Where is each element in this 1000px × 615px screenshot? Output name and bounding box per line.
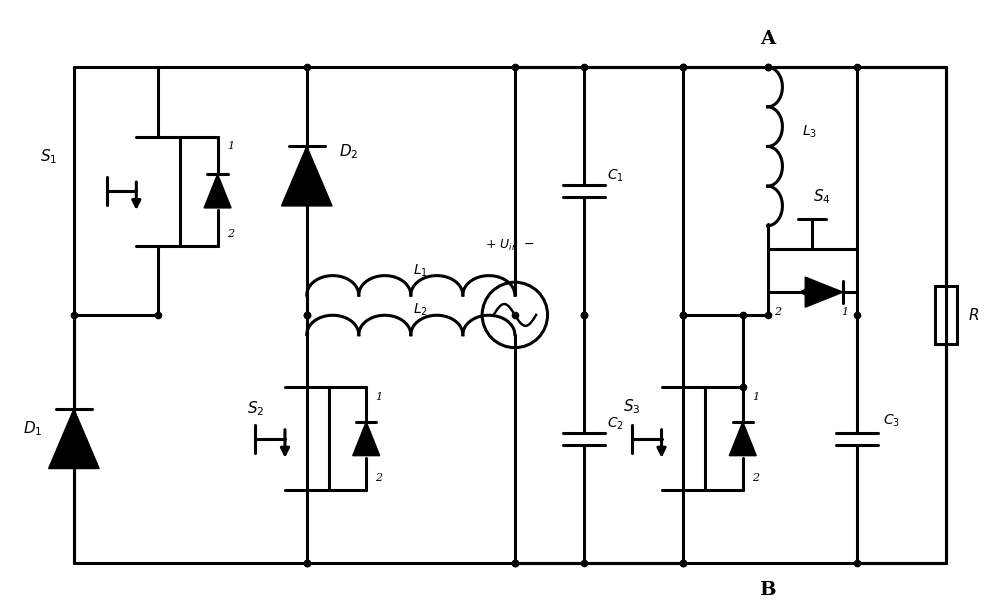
Text: B: B bbox=[759, 581, 776, 600]
Text: 1: 1 bbox=[841, 307, 848, 317]
Text: $S_2$: $S_2$ bbox=[247, 400, 264, 418]
Text: 2: 2 bbox=[774, 307, 781, 317]
Text: $S_1$: $S_1$ bbox=[40, 147, 58, 165]
Text: 1: 1 bbox=[227, 141, 234, 151]
Text: 1: 1 bbox=[376, 392, 383, 402]
Text: $L_3$: $L_3$ bbox=[802, 124, 817, 140]
Text: $S_3$: $S_3$ bbox=[623, 398, 641, 416]
Bar bbox=[935, 286, 957, 344]
Text: 1: 1 bbox=[752, 392, 759, 402]
Text: 2: 2 bbox=[752, 474, 759, 483]
Polygon shape bbox=[49, 409, 99, 469]
Text: $C_1$: $C_1$ bbox=[607, 168, 624, 184]
Polygon shape bbox=[805, 277, 843, 308]
Polygon shape bbox=[204, 174, 231, 208]
Text: $C_3$: $C_3$ bbox=[883, 413, 900, 429]
Polygon shape bbox=[281, 146, 332, 206]
Text: $L_1$: $L_1$ bbox=[413, 262, 428, 279]
Text: A: A bbox=[760, 31, 775, 49]
Text: $+\ U_{in}\ -$: $+\ U_{in}\ -$ bbox=[485, 238, 535, 253]
Text: $C_2$: $C_2$ bbox=[607, 416, 624, 432]
Text: $D_1$: $D_1$ bbox=[23, 419, 42, 438]
Text: $R$: $R$ bbox=[968, 307, 979, 323]
Text: 2: 2 bbox=[227, 229, 234, 239]
Polygon shape bbox=[729, 422, 756, 456]
Text: $D_2$: $D_2$ bbox=[339, 142, 358, 161]
Polygon shape bbox=[353, 422, 380, 456]
Text: $S_4$: $S_4$ bbox=[813, 188, 831, 207]
Text: $L_2$: $L_2$ bbox=[413, 302, 428, 318]
Text: 2: 2 bbox=[376, 474, 383, 483]
